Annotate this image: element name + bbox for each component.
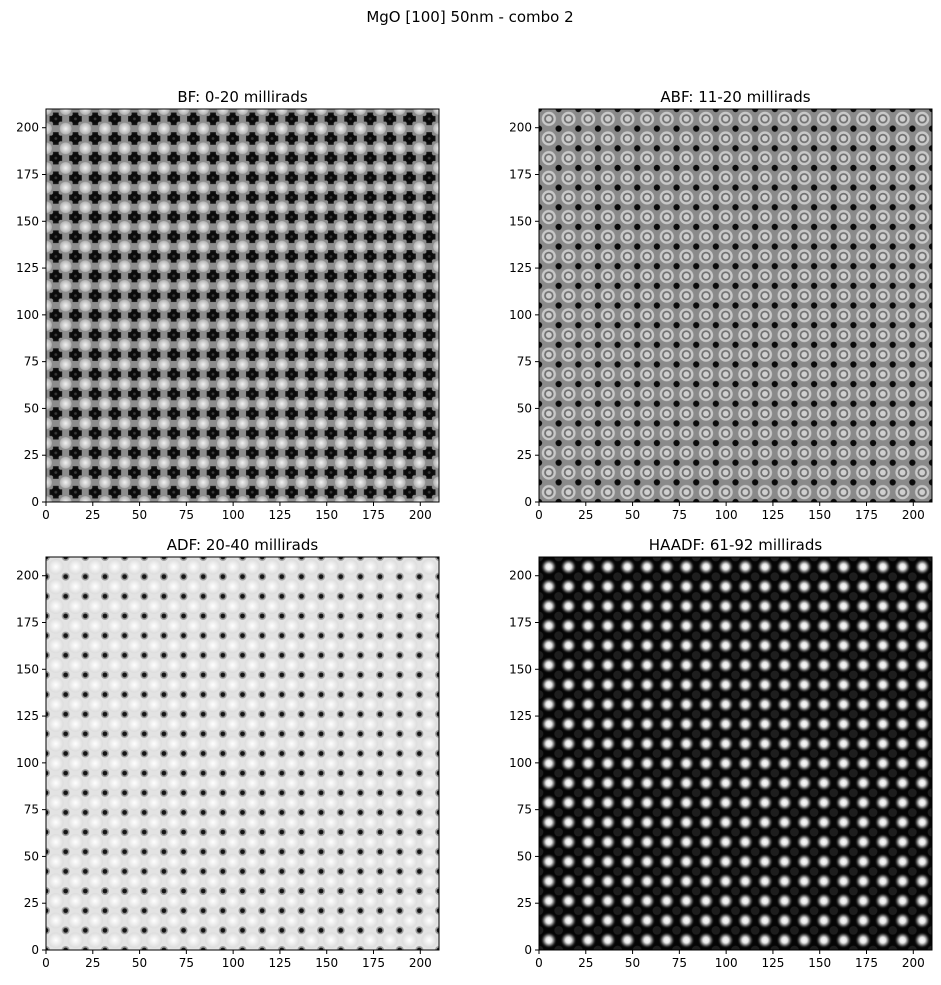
x-tick-label: 125: [268, 508, 291, 522]
heatmap-image: [539, 557, 932, 950]
x-tick-label: 175: [855, 956, 878, 970]
y-tick-label: 0: [31, 495, 39, 509]
x-tick-label: 50: [625, 956, 640, 970]
x-tick-label: 25: [578, 956, 593, 970]
y-tick-label: 175: [16, 616, 39, 630]
subplot-title: ABF: 11-20 millirads: [660, 88, 810, 106]
subplot-title: ADF: 20-40 millirads: [167, 536, 319, 554]
y-tick-label: 175: [16, 168, 39, 182]
y-tick-label: 0: [524, 943, 532, 957]
x-tick-label: 200: [902, 508, 925, 522]
x-tick-label: 25: [85, 956, 100, 970]
y-tick-label: 50: [24, 401, 39, 415]
y-tick-label: 75: [517, 355, 532, 369]
y-tick-label: 175: [509, 616, 532, 630]
x-tick-label: 75: [179, 508, 194, 522]
x-tick-label: 50: [132, 508, 147, 522]
x-tick-label: 200: [409, 508, 432, 522]
y-tick-label: 25: [517, 448, 532, 462]
x-tick-label: 25: [85, 508, 100, 522]
x-tick-label: 125: [761, 956, 784, 970]
y-tick-label: 100: [16, 756, 39, 770]
y-tick-label: 75: [24, 355, 39, 369]
y-tick-label: 25: [24, 448, 39, 462]
heatmap-image: [46, 109, 439, 502]
y-tick-label: 100: [509, 756, 532, 770]
x-tick-label: 150: [315, 508, 338, 522]
figure-suptitle: MgO [100] 50nm - combo 2: [366, 8, 573, 26]
y-tick-label: 100: [509, 308, 532, 322]
x-tick-label: 0: [42, 956, 50, 970]
y-tick-label: 200: [509, 121, 532, 135]
y-tick-label: 150: [509, 662, 532, 676]
x-tick-label: 175: [362, 956, 385, 970]
subplot-3: ADF: 20-40 millirads 0 25 50 75 100 125 150 175 2…: [16, 536, 440, 970]
subplot-4: HAADF: 61-92 millirads 0 25 50 75 100 125 150 17…: [509, 536, 933, 970]
y-tick-label: 25: [517, 896, 532, 910]
y-tick-label: 50: [24, 849, 39, 863]
y-tick-label: 150: [16, 214, 39, 228]
y-tick-label: 25: [24, 896, 39, 910]
y-tick-label: 125: [16, 261, 39, 275]
x-tick-label: 125: [761, 508, 784, 522]
axes-frame: [45, 556, 440, 951]
axes-frame: [538, 108, 933, 503]
x-tick-label: 125: [268, 956, 291, 970]
x-tick-label: 175: [362, 508, 385, 522]
x-tick-label: 0: [42, 508, 50, 522]
y-tick-label: 125: [509, 709, 532, 723]
y-tick-label: 0: [31, 943, 39, 957]
y-tick-label: 75: [517, 803, 532, 817]
y-tick-label: 50: [517, 849, 532, 863]
y-tick-label: 75: [24, 803, 39, 817]
x-tick-label: 75: [672, 956, 687, 970]
x-tick-label: 150: [808, 508, 831, 522]
x-tick-label: 150: [315, 956, 338, 970]
axes-frame: [538, 556, 933, 951]
heatmap-image: [539, 109, 932, 502]
y-tick-label: 125: [509, 261, 532, 275]
x-tick-label: 100: [715, 508, 738, 522]
subplots: BF: 0-20 millirads 0 25 50 75 100 125 150 175 200…: [16, 88, 933, 970]
x-tick-label: 150: [808, 956, 831, 970]
x-tick-label: 25: [578, 508, 593, 522]
subplot-title: BF: 0-20 millirads: [177, 88, 308, 106]
y-tick-label: 200: [16, 121, 39, 135]
subplot-2: ABF: 11-20 millirads 0 25 50 75 100 125 150 175 2…: [509, 88, 933, 522]
y-tick-label: 150: [16, 662, 39, 676]
x-tick-label: 75: [672, 508, 687, 522]
x-tick-label: 75: [179, 956, 194, 970]
x-tick-label: 50: [625, 508, 640, 522]
x-tick-label: 175: [855, 508, 878, 522]
y-tick-label: 200: [16, 569, 39, 583]
x-tick-label: 50: [132, 956, 147, 970]
y-tick-label: 125: [16, 709, 39, 723]
y-tick-label: 150: [509, 214, 532, 228]
x-tick-label: 200: [902, 956, 925, 970]
x-tick-label: 0: [535, 956, 543, 970]
x-tick-label: 100: [715, 956, 738, 970]
x-tick-label: 100: [222, 508, 245, 522]
y-tick-label: 50: [517, 401, 532, 415]
y-tick-label: 0: [524, 495, 532, 509]
subplot-1: BF: 0-20 millirads 0 25 50 75 100 125 150 175 200…: [16, 88, 440, 522]
y-tick-label: 200: [509, 569, 532, 583]
x-tick-label: 200: [409, 956, 432, 970]
heatmap-image: [46, 557, 439, 950]
axes-frame: [45, 108, 440, 503]
subplot-title: HAADF: 61-92 millirads: [649, 536, 823, 554]
x-tick-label: 100: [222, 956, 245, 970]
y-tick-label: 100: [16, 308, 39, 322]
y-tick-label: 175: [509, 168, 532, 182]
x-tick-label: 0: [535, 508, 543, 522]
